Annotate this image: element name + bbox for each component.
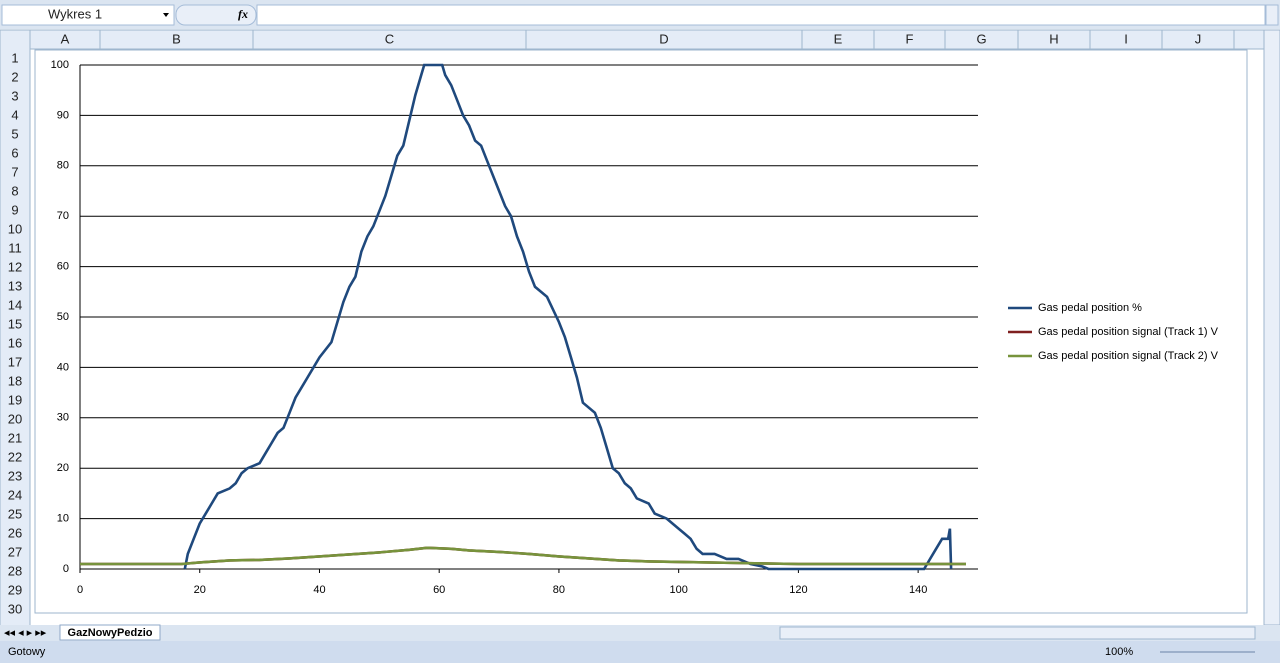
y-tick-label: 10	[57, 513, 69, 525]
column-header: E	[834, 31, 843, 46]
x-tick-label: 80	[553, 584, 565, 596]
column-header: I	[1124, 31, 1128, 46]
row-header: 10	[8, 221, 22, 236]
row-header: 19	[8, 392, 22, 407]
x-tick-label: 140	[909, 584, 927, 596]
column-header: D	[659, 31, 668, 46]
column-header: G	[976, 31, 986, 46]
y-tick-label: 40	[57, 361, 69, 373]
name-box-text: Wykres 1	[48, 6, 102, 21]
series-line	[80, 546, 966, 566]
x-tick-label: 0	[77, 584, 83, 596]
row-header: 6	[11, 145, 18, 160]
y-tick-label: 100	[51, 59, 69, 71]
row-header: 13	[8, 278, 22, 293]
row-header: 5	[11, 126, 18, 141]
y-tick-label: 90	[57, 109, 69, 121]
x-tick-label: 20	[194, 584, 206, 596]
row-header: 14	[8, 297, 22, 312]
series-line	[183, 63, 953, 571]
row-header: 12	[8, 259, 22, 274]
x-tick-label: 40	[313, 584, 325, 596]
row-header: 30	[8, 601, 22, 616]
column-header-bar	[0, 29, 1280, 50]
row-header: 3	[11, 88, 18, 103]
row-header: 7	[11, 164, 18, 179]
row-header: 23	[8, 468, 22, 483]
column-header: B	[172, 31, 181, 46]
x-tick-label: 120	[789, 584, 807, 596]
row-header: 17	[8, 354, 22, 369]
row-header: 25	[8, 506, 22, 521]
row-header: 8	[11, 183, 18, 198]
column-header: C	[385, 31, 394, 46]
fx-icon[interactable]: fx	[238, 7, 248, 21]
row-header: 24	[8, 487, 22, 502]
x-tick-label: 60	[433, 584, 445, 596]
legend-label: Gas pedal position signal (Track 2) V	[1038, 350, 1219, 362]
y-tick-label: 20	[57, 462, 69, 474]
row-header: 18	[8, 373, 22, 388]
row-header: 2	[11, 69, 18, 84]
legend-label: Gas pedal position %	[1038, 302, 1142, 314]
zoom-level[interactable]: 100%	[1105, 646, 1133, 658]
status-bar	[0, 641, 1280, 663]
y-tick-label: 0	[63, 563, 69, 575]
y-tick-label: 60	[57, 261, 69, 273]
column-header: J	[1195, 31, 1202, 46]
sheet-tab[interactable]	[59, 624, 161, 641]
name-box[interactable]	[1, 4, 175, 26]
formula-input[interactable]	[256, 4, 1266, 26]
legend-label: Gas pedal position signal (Track 1) V	[1038, 326, 1219, 338]
row-header: 4	[11, 107, 18, 122]
y-tick-label: 50	[57, 311, 69, 323]
row-header: 11	[8, 240, 22, 255]
row-header: 16	[8, 335, 22, 350]
row-header: 20	[8, 411, 22, 426]
vertical-scrollbar[interactable]	[1263, 29, 1280, 626]
row-header: 26	[8, 525, 22, 540]
sheet-tab-label: GazNowyPedzio	[68, 627, 153, 639]
horizontal-scrollbar[interactable]	[779, 626, 1256, 640]
tab-nav[interactable]: ◂◂ ◂ ▸ ▸▸	[4, 627, 47, 639]
expand-button[interactable]	[1265, 4, 1279, 26]
y-tick-label: 80	[57, 160, 69, 172]
row-header: 1	[11, 50, 18, 65]
column-header: A	[61, 31, 70, 46]
column-header: H	[1049, 31, 1058, 46]
row-header: 29	[8, 582, 22, 597]
row-header: 28	[8, 563, 22, 578]
row-header: 22	[8, 449, 22, 464]
row-header: 27	[8, 544, 22, 559]
dropdown-arrow[interactable]	[163, 13, 169, 17]
column-header: F	[906, 31, 914, 46]
row-header: 15	[8, 316, 22, 331]
status-text: Gotowy	[8, 646, 46, 658]
formula-buttons	[175, 4, 257, 26]
y-tick-label: 30	[57, 412, 69, 424]
row-header: 21	[8, 430, 22, 445]
x-tick-label: 100	[669, 584, 687, 596]
y-tick-label: 70	[57, 210, 69, 222]
row-header-bar	[0, 29, 31, 631]
chart-area[interactable]	[34, 49, 1248, 614]
row-header: 9	[11, 202, 18, 217]
